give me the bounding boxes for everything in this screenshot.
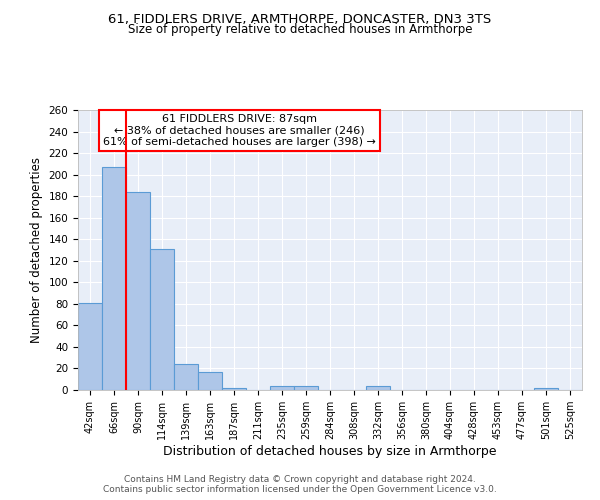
Text: Contains HM Land Registry data © Crown copyright and database right 2024.: Contains HM Land Registry data © Crown c… [124, 475, 476, 484]
Bar [102, 167, 126, 390]
Bar [174, 364, 198, 390]
Bar [198, 372, 222, 390]
Bar [222, 388, 246, 390]
X-axis label: Distribution of detached houses by size in Armthorpe: Distribution of detached houses by size … [163, 445, 497, 458]
Bar [366, 386, 390, 390]
Bar [294, 386, 318, 390]
Text: 61 FIDDLERS DRIVE: 87sqm
← 38% of detached houses are smaller (246)
61% of semi-: 61 FIDDLERS DRIVE: 87sqm ← 38% of detach… [103, 114, 376, 148]
Bar [150, 249, 174, 390]
Bar [270, 386, 294, 390]
Text: Contains public sector information licensed under the Open Government Licence v3: Contains public sector information licen… [103, 485, 497, 494]
Y-axis label: Number of detached properties: Number of detached properties [30, 157, 43, 343]
Text: 61, FIDDLERS DRIVE, ARMTHORPE, DONCASTER, DN3 3TS: 61, FIDDLERS DRIVE, ARMTHORPE, DONCASTER… [109, 12, 491, 26]
Text: Size of property relative to detached houses in Armthorpe: Size of property relative to detached ho… [128, 22, 472, 36]
Bar [126, 192, 150, 390]
Bar [534, 388, 558, 390]
Bar [78, 303, 102, 390]
